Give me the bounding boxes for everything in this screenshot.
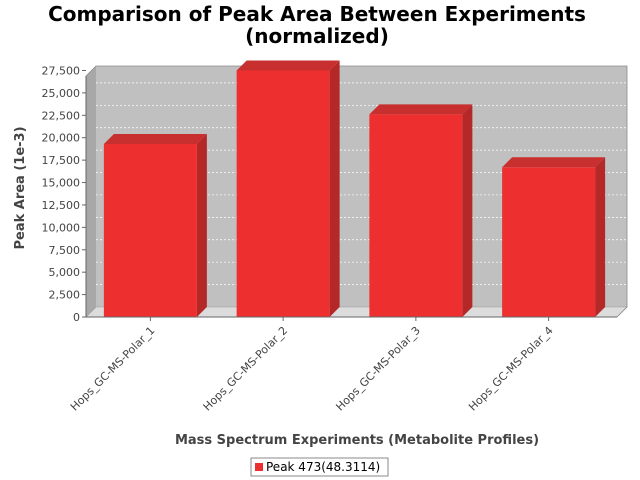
bar-side <box>329 60 340 317</box>
y-tick-label: 25,000 <box>42 87 81 100</box>
bar-top <box>236 60 340 71</box>
bar-top <box>369 104 473 115</box>
bar <box>103 143 197 317</box>
legend-swatch <box>255 463 263 471</box>
y-tick-label: 17,500 <box>42 154 81 167</box>
y-tick-label: 10,000 <box>42 221 81 234</box>
y-tick-label: 15,000 <box>42 177 81 190</box>
y-axis: 0 2,500 5,000 7,500 10,000 12,500 15,000 17,500… <box>42 64 87 324</box>
bar <box>502 167 596 317</box>
bar-side <box>196 133 207 317</box>
y-tick-label: 7,500 <box>49 244 81 257</box>
plot-left-wall <box>86 66 96 317</box>
y-axis-label: Peak Area (1e-3) <box>13 126 28 249</box>
y-tick-label: 12,500 <box>42 199 81 212</box>
y-tick-label: 22,500 <box>42 109 81 122</box>
legend: Peak 473(48.3114) <box>250 457 389 477</box>
x-tick-label: Hops_GC-MS-Polar_4 <box>466 324 556 414</box>
bar-top <box>103 133 207 144</box>
x-axis: Hops_GC-MS-Polar_1 Hops_GC-MS-Polar_2 Hops… <box>68 316 617 414</box>
x-axis-label: Mass Spectrum Experiments (Metabolite Pr… <box>175 433 539 448</box>
x-tick-label: Hops_GC-MS-Polar_1 <box>68 324 158 414</box>
plot-outline <box>85 65 628 318</box>
y-tick-label: 27,500 <box>42 64 81 77</box>
x-tick-label: Hops_GC-MS-Polar_3 <box>333 324 423 414</box>
bar <box>369 114 463 318</box>
bar-side <box>462 104 473 318</box>
y-tick-label: 0 <box>73 311 80 324</box>
y-tick-label: 5,000 <box>49 266 81 279</box>
y-tick-label: 20,000 <box>42 132 81 145</box>
bar-side <box>595 157 606 317</box>
legend-entry: Peak 473(48.3114) <box>266 460 380 474</box>
bar-top <box>502 157 606 168</box>
bar <box>236 70 330 317</box>
chart-title-line-1: Comparison of Peak Area Between Experime… <box>48 2 586 26</box>
bars <box>103 60 606 318</box>
chart-title-line-2: (normalized) <box>245 24 389 48</box>
legend-box <box>250 457 389 477</box>
x-tick-label: Hops_GC-MS-Polar_2 <box>201 324 291 414</box>
y-tick-label: 2,500 <box>49 289 81 302</box>
